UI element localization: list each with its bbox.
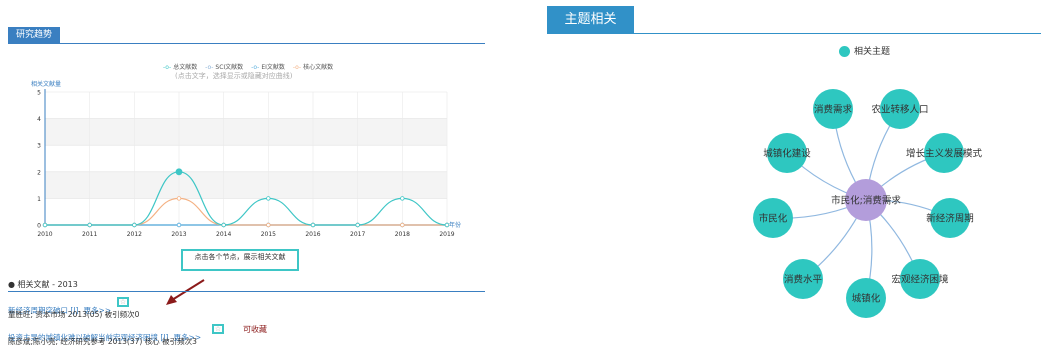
data-point[interactable] [42, 222, 48, 228]
y-tick-label: 5 [37, 90, 41, 97]
paper-meta: 陈彦斌;陈小亮; 经济研究参考 2013(37) 核心 被引频次3 [8, 337, 197, 346]
topic-label: 增长主义发展模式 [906, 148, 983, 160]
paper-meta: 童胜旺; 资本市场 2013(05) 被引频次0 [8, 310, 140, 319]
x-tick-label: 2017 [350, 231, 365, 238]
data-point[interactable] [87, 222, 92, 228]
data-point[interactable] [132, 222, 137, 228]
x-axis-label: 年份 [449, 221, 461, 229]
trend-line-chart: 0 1 2 3 4 5 2010 2011 2012 2013 2014 2015 2016 2017 20… [31, 80, 461, 238]
legend-label: 核心文献数 [303, 64, 334, 71]
topic-node[interactable] [900, 259, 940, 299]
topic-label: 宏观经济困境 [891, 274, 949, 286]
data-point[interactable] [400, 196, 405, 201]
topic-node[interactable] [767, 133, 807, 173]
more-link[interactable]: 更多>> [173, 333, 202, 342]
data-point[interactable] [400, 222, 405, 228]
favorite-star-icon[interactable]: ☆ [117, 297, 129, 307]
legend-item-total[interactable]: -o- 总文献数 [163, 64, 198, 71]
topic-label: 新经济周期 [926, 213, 974, 225]
data-point[interactable] [176, 222, 182, 228]
center-topic-node[interactable] [845, 179, 887, 221]
grid-band [45, 92, 447, 119]
topic-node[interactable] [924, 133, 964, 173]
legend-label: 相关主题 [854, 47, 891, 57]
tab-topic-related[interactable]: 主题相关 [547, 6, 634, 33]
related-heading-text: 相关文献 - 2013 [17, 280, 78, 289]
x-tick-label: 2016 [305, 231, 320, 238]
x-tick-label: 2012 [127, 231, 142, 238]
x-tick-label: 2018 [395, 231, 410, 238]
more-link[interactable]: 更多>> [83, 306, 112, 315]
x-tick-label: 2010 [37, 231, 52, 238]
grid-band [45, 145, 447, 172]
paper-item: 投资主导的城镇化难以破解当前宏观经济困境 [J] 更多>> [8, 325, 201, 344]
data-point[interactable] [175, 168, 183, 176]
x-tick-label: 2011 [82, 231, 97, 238]
topic-node[interactable] [880, 89, 920, 129]
paper-item: 新经济周期突破口 [J] 更多>> [8, 298, 111, 317]
related-divider [8, 291, 485, 292]
topic-node[interactable] [753, 198, 793, 238]
x-tick-label: 2013 [171, 231, 186, 238]
topic-legend[interactable]: 相关主题 [839, 44, 890, 57]
grid-band [45, 118, 447, 146]
y-tick-label: 4 [37, 116, 41, 123]
favorite-star-icon[interactable]: ☆ [212, 324, 224, 334]
topic-node[interactable] [930, 198, 970, 238]
center-topic-label: 市民化;消费需求 [831, 195, 901, 207]
legend-hint: (点击文字，选择显示或隐藏对应曲线) [175, 72, 293, 80]
chart-legend: -o- 总文献数 -o- SCI文献数 -o- EI文献数 -o- 核心文献数 [163, 62, 339, 71]
data-point[interactable] [266, 222, 271, 228]
legend-label: EI文献数 [261, 64, 285, 71]
y-axis-label: 相关文献量 [31, 80, 61, 88]
legend-item-core[interactable]: -o- 核心文献数 [292, 64, 334, 71]
data-point[interactable] [221, 222, 226, 228]
data-point[interactable] [176, 196, 182, 201]
topic-label: 城镇化建设 [763, 148, 811, 160]
y-tick-label: 3 [37, 143, 41, 150]
legend-label: 总文献数 [173, 64, 198, 71]
legend-dot-icon [839, 46, 850, 57]
paper-title-link[interactable]: 新经济周期突破口 [J] [8, 306, 79, 315]
data-point[interactable] [310, 222, 316, 228]
topic-label: 城镇化 [852, 293, 881, 305]
topic-node[interactable] [813, 89, 853, 129]
legend-item-sci[interactable]: -o- SCI文献数 [205, 64, 244, 71]
callout-box: 点击各个节点，展示相关文献 [181, 249, 299, 271]
topic-node[interactable] [846, 278, 886, 318]
x-tick-label: 2014 [216, 231, 231, 238]
topic-label: 市民化 [759, 213, 788, 225]
paper-title-link[interactable]: 投资主导的城镇化难以破解当前宏观经济困境 [J] [8, 333, 169, 342]
x-tick-label: 2019 [439, 231, 454, 238]
data-point[interactable] [266, 196, 271, 201]
related-heading: ● 相关文献 - 2013 [8, 279, 78, 290]
bullet-icon: ● [8, 280, 18, 289]
data-point[interactable] [444, 222, 450, 228]
legend-item-ei[interactable]: -o- EI文献数 [251, 64, 285, 71]
topic-label: 农业转移人口 [871, 104, 928, 116]
tab-underline [8, 43, 485, 44]
tab-research-trend[interactable]: 研究趋势 [8, 27, 60, 43]
callout-arrow [166, 279, 205, 305]
topic-label: 消费水平 [784, 274, 823, 286]
series-line [44, 171, 448, 226]
y-tick-label: 0 [37, 223, 41, 230]
tab-underline [547, 33, 1041, 34]
topic-node[interactable] [783, 259, 823, 299]
data-point[interactable] [355, 222, 360, 228]
legend-label: SCI文献数 [215, 64, 244, 71]
topic-label: 消费需求 [814, 104, 853, 116]
y-tick-label: 2 [37, 169, 41, 176]
y-tick-label: 1 [37, 196, 41, 203]
x-tick-label: 2015 [261, 231, 276, 238]
grid-band [45, 171, 447, 199]
collect-note: 可收藏 [243, 325, 267, 334]
